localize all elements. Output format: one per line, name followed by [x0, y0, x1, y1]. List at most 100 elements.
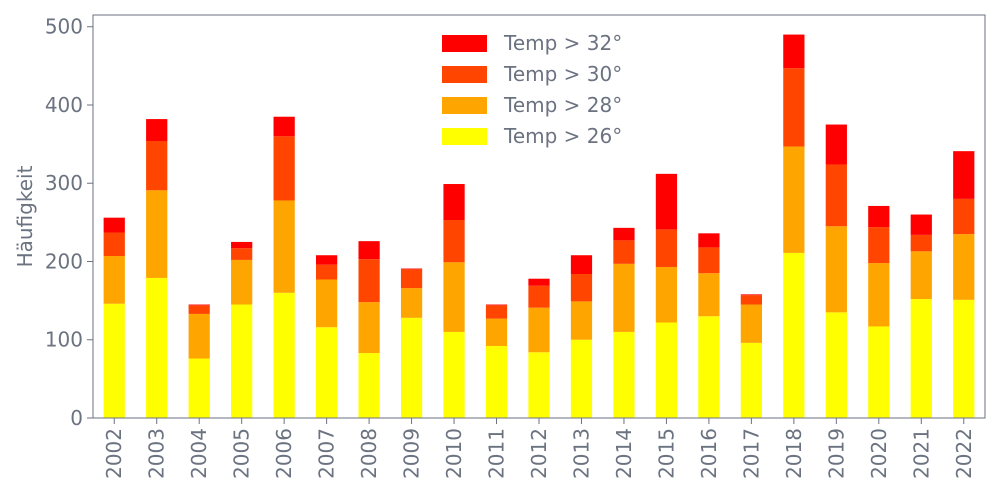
- bar-2015-series-2: [655, 229, 678, 267]
- bars-layer: [103, 34, 975, 418]
- bar-2003-series-2: [146, 140, 168, 191]
- bar-2019-series-0: [825, 312, 847, 418]
- bar-2002-series-1: [103, 256, 125, 304]
- bar-2015-series-0: [655, 322, 678, 418]
- bar-2004-series-3: [188, 304, 210, 306]
- bar-2008-series-1: [358, 302, 380, 354]
- x-tick-label: 2016: [697, 428, 721, 479]
- legend-label: Temp > 26°: [503, 124, 622, 148]
- bar-2012-series-2: [528, 285, 550, 308]
- bar-2006-series-0: [273, 292, 295, 418]
- bar-2017-series-1: [740, 304, 762, 343]
- bar-2012-series-3: [528, 278, 550, 286]
- bar-2016-series-3: [698, 233, 720, 248]
- bar-2016-series-1: [698, 273, 720, 317]
- bar-2004-series-1: [188, 313, 210, 359]
- bar-2021-series-2: [910, 234, 932, 252]
- bar-2012-series-0: [528, 352, 550, 418]
- x-tick-label: 2022: [952, 428, 976, 479]
- bar-2002-series-3: [103, 217, 125, 233]
- bar-2017-series-2: [740, 295, 762, 305]
- bar-2018-series-1: [783, 146, 805, 253]
- bar-2007-series-0: [316, 327, 338, 418]
- y-tick-label: 400: [45, 93, 83, 117]
- bar-2002-series-2: [103, 232, 125, 257]
- bar-2007-series-2: [316, 264, 338, 280]
- x-tick-label: 2019: [824, 428, 848, 479]
- legend-swatch: [442, 66, 487, 83]
- bar-2005-series-0: [231, 304, 253, 418]
- bar-2006-series-3: [273, 116, 295, 137]
- bar-2010-series-2: [443, 220, 465, 263]
- x-tick-label: 2010: [442, 428, 466, 479]
- bar-2004-series-0: [188, 358, 210, 418]
- bar-2017-series-0: [740, 342, 762, 418]
- bar-2014-series-2: [613, 240, 635, 264]
- bar-2022-series-1: [953, 234, 975, 300]
- bar-2009-series-3: [400, 268, 423, 270]
- x-axis: 2002 2003 2004 2005 2006 2007 2008 2009 2010 2011…: [102, 418, 976, 479]
- bar-2019-series-2: [825, 164, 847, 227]
- bar-2019-series-1: [825, 226, 847, 313]
- y-tick-label: 0: [70, 406, 83, 430]
- x-tick-label: 2004: [187, 428, 211, 479]
- legend-label: Temp > 32°: [503, 31, 622, 55]
- x-tick-label: 2013: [569, 428, 593, 479]
- x-tick-label: 2015: [654, 428, 678, 479]
- x-tick-label: 2018: [782, 428, 806, 479]
- bar-2017-series-3: [740, 294, 762, 296]
- bar-2013-series-2: [570, 274, 593, 302]
- legend-swatch: [442, 128, 487, 145]
- bar-2011-series-3: [485, 304, 508, 306]
- bar-2005-series-3: [231, 241, 253, 249]
- bar-2009-series-2: [400, 269, 423, 289]
- x-tick-label: 2006: [272, 428, 296, 479]
- bar-2020-series-0: [868, 326, 890, 418]
- y-axis: 0 100 200 300 400 500: [45, 15, 93, 430]
- bar-2016-series-0: [698, 316, 720, 418]
- x-tick-label: 2021: [909, 428, 933, 479]
- bar-2006-series-2: [273, 136, 295, 201]
- bar-2021-series-1: [910, 251, 932, 300]
- bar-2007-series-1: [316, 279, 338, 328]
- y-axis-label: Häufigkeit: [13, 165, 37, 267]
- bar-2018-series-3: [783, 34, 805, 69]
- bar-2020-series-1: [868, 263, 890, 327]
- bar-2016-series-2: [698, 247, 720, 274]
- x-tick-label: 2003: [145, 428, 169, 479]
- x-tick-label: 2011: [485, 428, 509, 479]
- bar-2008-series-2: [358, 259, 380, 303]
- y-tick-label: 300: [45, 171, 83, 195]
- bar-2010-series-0: [443, 331, 465, 418]
- bar-2015-series-3: [655, 173, 678, 230]
- y-tick-label: 100: [45, 328, 83, 352]
- bar-2009-series-0: [400, 317, 423, 418]
- bar-2012-series-1: [528, 307, 550, 353]
- bar-2011-series-0: [485, 346, 508, 418]
- bar-2006-series-1: [273, 200, 295, 293]
- bar-2010-series-3: [443, 184, 465, 221]
- bar-2011-series-2: [485, 305, 508, 319]
- legend-swatch: [442, 97, 487, 114]
- y-tick-label: 500: [45, 15, 83, 39]
- bar-2018-series-0: [783, 252, 805, 418]
- bar-2010-series-1: [443, 262, 465, 332]
- x-tick-label: 2020: [867, 428, 891, 479]
- y-tick-label: 200: [45, 249, 83, 273]
- bar-2022-series-0: [953, 299, 975, 418]
- legend-label: Temp > 30°: [503, 62, 622, 86]
- x-tick-label: 2017: [739, 428, 763, 479]
- bar-2005-series-1: [231, 259, 253, 305]
- bar-2018-series-2: [783, 68, 805, 147]
- bar-2013-series-1: [570, 301, 593, 340]
- bar-2015-series-1: [655, 266, 678, 323]
- legend-swatch: [442, 35, 487, 52]
- bar-2005-series-2: [231, 248, 253, 260]
- bar-2008-series-0: [358, 353, 380, 418]
- bar-2013-series-3: [570, 255, 593, 275]
- bar-2013-series-0: [570, 339, 593, 418]
- bar-2022-series-2: [953, 198, 975, 235]
- x-tick-label: 2014: [612, 428, 636, 479]
- x-tick-label: 2008: [357, 428, 381, 479]
